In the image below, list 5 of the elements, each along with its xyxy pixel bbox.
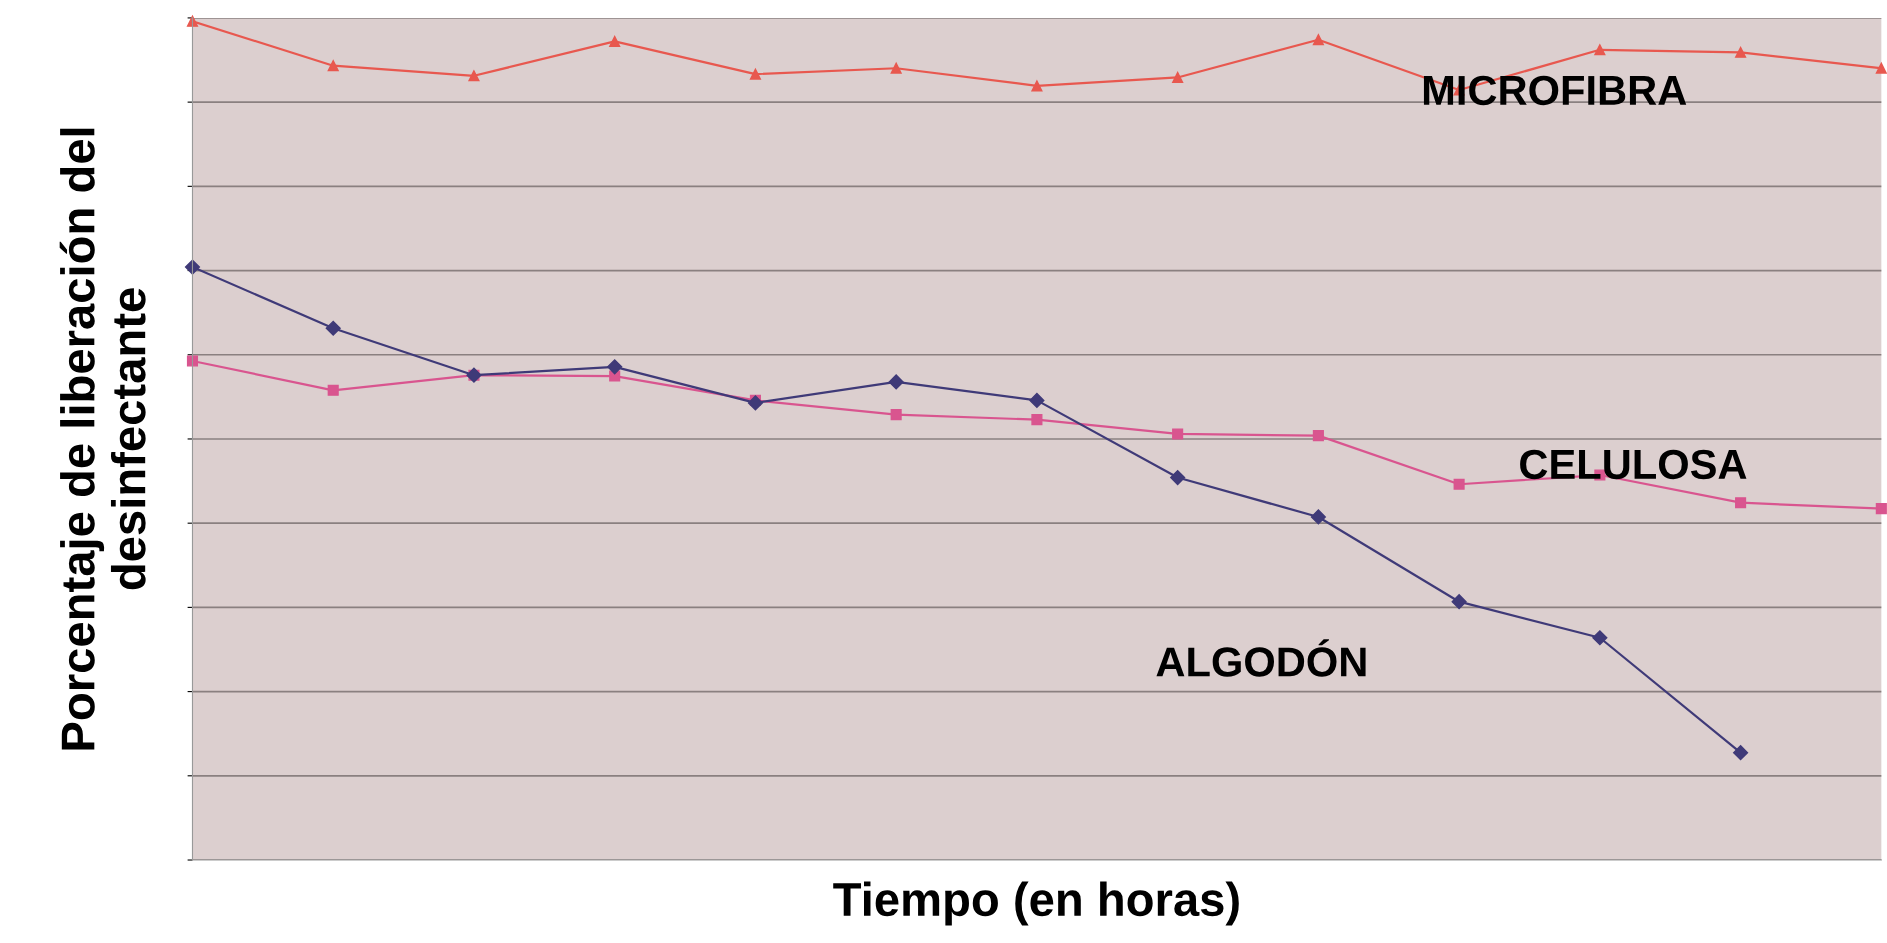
y-axis-title: Porcentaje de liberación del desinfectante [59,128,146,750]
series-label: CELULOSA [1520,449,1747,480]
series-label: MICROFIBRA [1423,75,1687,106]
x-axis-title: Tiempo (en horas) [833,881,1239,926]
series-label: ALGODÓN [1156,639,1366,677]
